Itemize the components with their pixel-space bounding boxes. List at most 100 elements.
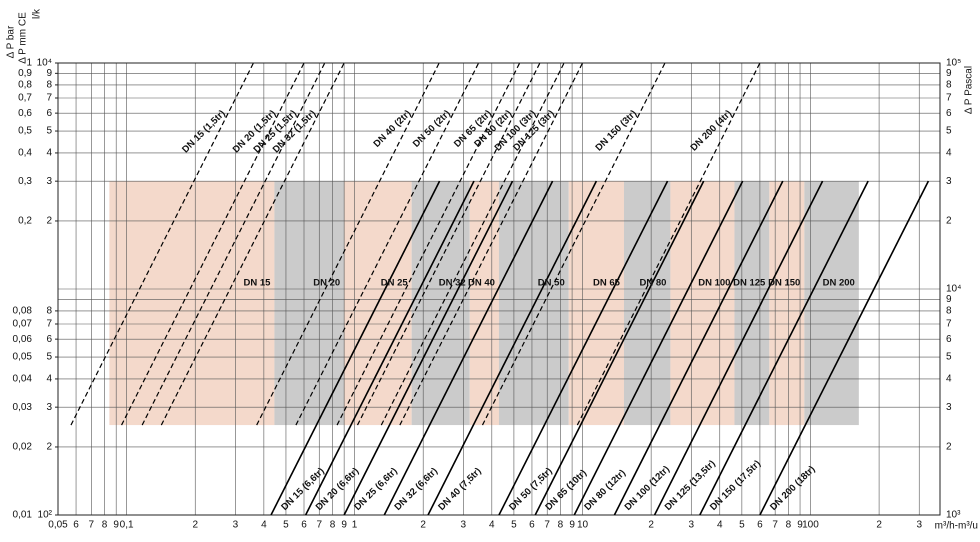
size-band: [734, 181, 770, 426]
x-tick-label: 10: [577, 520, 589, 531]
y3-tick-label: 2: [46, 216, 52, 227]
band-label: DN 100: [698, 278, 730, 289]
y-tick-label: 0,01: [13, 510, 33, 521]
y3-tick-label: 5: [46, 352, 52, 363]
y2-title: Δ P Pascal: [964, 66, 975, 114]
size-band: [623, 181, 671, 426]
band-label: DN 20: [313, 278, 340, 289]
x-tick-label: 8: [102, 520, 108, 531]
flow-line: [759, 180, 930, 515]
flow-line: [295, 63, 480, 426]
flow-line: [336, 63, 521, 426]
x-tick-label: 9: [113, 520, 119, 531]
x-tick-label: 7: [89, 520, 95, 531]
y3-tick-label: 10⁴: [37, 58, 52, 69]
band-label: DN 32: [439, 278, 466, 289]
y2-tick-label: 8: [946, 80, 952, 91]
y-title: Δ P bar: [6, 25, 17, 58]
y-tick-label: 0,9: [18, 68, 32, 79]
y-tick-label: 0,08: [13, 306, 33, 317]
flow-line: [356, 63, 541, 426]
band-label: DN 40: [468, 278, 495, 289]
x-tick-label: 1: [352, 520, 358, 531]
y3-tick-label: 2: [46, 442, 52, 453]
y-tick-label: 0,02: [13, 442, 33, 453]
y2-tick-label: 2: [946, 442, 952, 453]
x-tick-label: 7: [772, 520, 778, 531]
y2-tick-label: 8: [946, 306, 952, 317]
y-tick-label: 0,04: [13, 374, 33, 385]
y2-tick-label: 6: [946, 108, 952, 119]
x-tick-label: 5: [283, 520, 289, 531]
x-tick-label: 9: [341, 520, 347, 531]
y2-tick-label: 9: [946, 68, 952, 79]
flow-line: [304, 180, 475, 515]
y3-tick-label: 3: [46, 176, 52, 187]
y-tick-label: 0,03: [13, 402, 33, 413]
y2-tick-label: 4: [946, 374, 952, 385]
x-tick-label: 4: [489, 520, 495, 531]
flow-line: [399, 63, 584, 426]
size-band: [769, 181, 805, 426]
y2-tick-label: 6: [946, 334, 952, 345]
y3-subtitle: l/k: [32, 8, 43, 19]
flow-line: [573, 180, 744, 515]
y2-tick-label: 10⁵: [946, 58, 961, 69]
size-band: [109, 181, 275, 426]
x-tick-label: 9: [569, 520, 575, 531]
y-tick-label: 0,06: [13, 334, 33, 345]
y-tick-label: 0,6: [18, 108, 32, 119]
y2-tick-label: 2: [946, 216, 952, 227]
size-band: [568, 181, 624, 426]
size-band: [498, 181, 569, 426]
x-tick-label: 8: [558, 520, 564, 531]
flow-line: [498, 180, 669, 515]
y2-tick-label: 10⁴: [946, 284, 961, 295]
y2-tick-label: 3: [946, 176, 952, 187]
x-tick-label: 9: [797, 520, 803, 531]
x-tick-label: 6: [73, 520, 79, 531]
y-tick-label: 0,8: [18, 80, 32, 91]
y3-tick-label: 5: [46, 126, 52, 137]
x-tick-label: 2: [648, 520, 654, 531]
band-label: DN 150: [768, 278, 800, 289]
flow-line: [383, 180, 554, 515]
y2-tick-label: 7: [946, 93, 952, 104]
y3-title: Δ P mm CE: [18, 12, 29, 64]
x-tick-label: 7: [544, 520, 550, 531]
size-band: [804, 181, 859, 426]
x-tick-label: 3: [916, 520, 922, 531]
x-tick-label: 5: [511, 520, 517, 531]
band-label: DN 65: [593, 278, 621, 289]
y-tick-label: 0,2: [18, 216, 32, 227]
flow-line: [380, 63, 565, 426]
flow-line: [613, 180, 784, 515]
y-tick-label: 0,07: [13, 319, 33, 330]
flow-line: [576, 63, 761, 426]
y2-tick-label: 4: [946, 148, 952, 159]
y3-tick-label: 6: [46, 334, 52, 345]
x-tick-label: 5: [739, 520, 745, 531]
x-tick-label: 3: [461, 520, 467, 531]
y3-tick-label: 7: [46, 319, 52, 330]
y-tick-label: 1: [26, 58, 32, 69]
x-tick-label: 6: [757, 520, 763, 531]
flow-line: [70, 63, 254, 426]
y3-tick-label: 8: [46, 306, 52, 317]
flow-line: [343, 180, 514, 515]
x-title: m³/h-m³/u: [935, 521, 978, 532]
y2-tick-label: 3: [946, 402, 952, 413]
x-tick-label: 8: [330, 520, 336, 531]
x-tick-label: 0,05: [48, 520, 68, 531]
band-label: DN 200: [823, 278, 855, 289]
y-tick-label: 0,05: [13, 352, 33, 363]
x-tick-label: 6: [529, 520, 535, 531]
y3-tick-label: 4: [46, 374, 52, 385]
y3-tick-label: 3: [46, 402, 52, 413]
y-tick-label: 0,7: [18, 93, 32, 104]
flow-line: [141, 63, 326, 426]
flow-line: [653, 180, 824, 515]
x-tick-label: 2: [420, 520, 426, 531]
band-label: DN 80: [639, 278, 666, 289]
